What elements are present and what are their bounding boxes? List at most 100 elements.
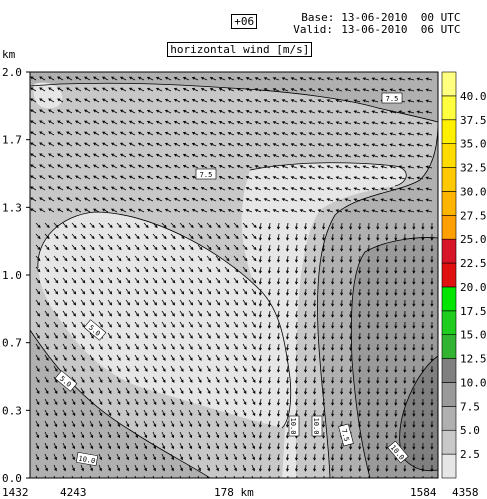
wind-arrow	[349, 233, 353, 241]
wind-arrow	[161, 475, 164, 478]
wind-arrow	[340, 387, 344, 395]
wind-arrow	[236, 77, 244, 81]
wind-arrow	[276, 398, 281, 406]
wind-arrow	[285, 431, 290, 439]
wind-arrow	[80, 387, 85, 394]
wind-arrow	[285, 343, 290, 351]
region-lower-left-7-10	[30, 330, 210, 478]
wind-arrow	[233, 442, 238, 450]
wind-arrow	[161, 222, 167, 229]
wind-arrow	[308, 88, 316, 92]
wind-arrow	[125, 299, 131, 306]
wind-arrow	[395, 475, 397, 478]
wind-arrow	[128, 131, 136, 136]
wind-arrow	[421, 277, 425, 285]
wind-arrow	[53, 299, 59, 306]
wind-arrow	[242, 354, 247, 361]
wind-arrow	[258, 464, 262, 472]
wind-arrow	[75, 197, 82, 202]
wind-arrow	[152, 442, 157, 450]
wind-arrow	[371, 176, 379, 180]
wind-arrow	[107, 277, 113, 284]
colorbar-level-label: 10.0	[460, 376, 487, 389]
wind-arrow	[389, 176, 397, 180]
wind-arrow	[285, 266, 290, 274]
wind-arrow	[89, 442, 94, 450]
colorbar: 2.55.07.510.012.515.017.520.022.525.027.…	[441, 71, 487, 479]
wind-arrow	[344, 187, 352, 191]
wind-arrow	[304, 387, 308, 395]
wind-arrow	[137, 197, 145, 202]
wind-arrow	[332, 475, 334, 478]
wind-arrow	[152, 398, 157, 406]
y-tick-label: 0.3	[2, 404, 22, 417]
wind-arrow	[179, 453, 184, 461]
wind-arrow	[254, 187, 262, 191]
wind-arrow	[188, 321, 193, 328]
wind-arrow	[101, 120, 109, 125]
wind-arrow	[137, 186, 145, 191]
wind-arrow	[215, 453, 220, 461]
wind-arrow	[48, 109, 55, 114]
wind-arrow	[155, 76, 163, 81]
wind-arrow	[188, 354, 193, 361]
wind-arrow	[62, 343, 67, 350]
wind-arrow	[71, 222, 77, 229]
wind-arrow	[161, 387, 166, 394]
wind-arrow	[215, 332, 220, 339]
wind-arrow	[119, 142, 127, 147]
wind-arrow	[394, 266, 398, 274]
wind-arrow	[304, 376, 308, 384]
wind-arrow	[173, 142, 181, 147]
wind-arrow	[116, 299, 122, 306]
wind-arrow	[267, 321, 271, 329]
wind-arrow	[146, 131, 154, 136]
wind-arrow	[92, 153, 100, 158]
wind-arrow	[143, 233, 149, 240]
wind-arrow	[170, 222, 176, 229]
wind-arrow	[164, 109, 172, 114]
wind-arrow	[242, 277, 248, 284]
wind-arrow	[349, 332, 353, 340]
wind-arrow	[146, 87, 154, 92]
wind-arrow	[358, 464, 362, 472]
wind-arrow	[215, 343, 220, 350]
wind-arrow	[71, 277, 77, 284]
wind-arrow	[92, 164, 100, 169]
wind-arrow	[233, 299, 239, 306]
wind-arrow	[326, 132, 334, 136]
wind-arrow	[200, 76, 208, 81]
contour-label: 10.0	[288, 415, 300, 437]
wind-arrow	[71, 343, 76, 350]
wind-arrow	[98, 233, 104, 240]
wind-arrow	[62, 277, 68, 284]
wind-arrow	[107, 310, 112, 317]
wind-arrow	[57, 153, 64, 158]
wind-arrow	[290, 176, 298, 180]
wind-arrow	[430, 365, 434, 373]
wind-arrow	[98, 288, 104, 295]
wind-arrow	[308, 132, 316, 136]
wind-arrow	[285, 464, 290, 472]
wind-arrow	[125, 475, 128, 478]
wind-arrow	[376, 442, 380, 450]
wind-arrow	[164, 197, 172, 202]
wind-arrow	[276, 321, 281, 329]
wind-arrow	[430, 431, 434, 439]
colorbar-level-label: 40.0	[460, 90, 487, 103]
wind-arrow	[376, 277, 380, 285]
wind-arrow	[376, 464, 380, 472]
wind-arrow	[35, 277, 41, 284]
wind-arrow	[179, 365, 184, 372]
wind-arrow	[313, 244, 317, 252]
wind-arrow	[236, 154, 244, 158]
wind-arrow	[276, 266, 281, 274]
wind-arrow	[134, 266, 140, 273]
wind-arrow	[290, 209, 298, 213]
wind-arrow	[188, 475, 191, 478]
wind-arrow	[107, 321, 112, 328]
colorbar-swatch	[441, 167, 457, 192]
region-2-5-right	[241, 162, 407, 478]
wind-arrow	[57, 142, 64, 147]
wind-arrow	[71, 321, 76, 328]
